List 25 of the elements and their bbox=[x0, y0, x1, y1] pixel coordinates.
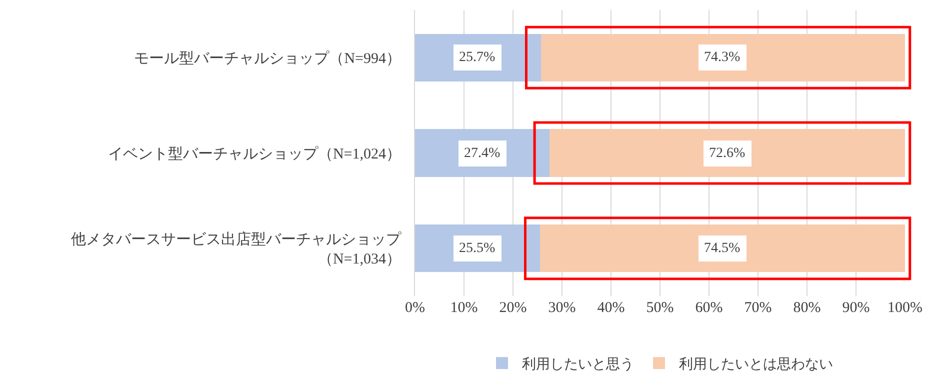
data-label: 25.7% bbox=[459, 50, 496, 65]
data-label: 74.5% bbox=[704, 241, 740, 256]
y-tick-label: モール型バーチャルショップ（N=994） bbox=[134, 50, 401, 67]
x-tick-label: 80% bbox=[793, 300, 821, 316]
legend-label: 利用したいと思う bbox=[522, 356, 634, 373]
x-tick-label: 50% bbox=[646, 300, 674, 316]
bar bbox=[549, 129, 905, 177]
legend-label: 利用したいとは思わない bbox=[679, 356, 833, 373]
x-tick-label: 0% bbox=[405, 300, 425, 316]
x-tick-label: 60% bbox=[695, 300, 723, 316]
bar bbox=[540, 34, 905, 82]
x-tick-label: 10% bbox=[450, 300, 478, 316]
y-tick-label: イベント型バーチャルショップ（N=1,024） bbox=[108, 145, 401, 162]
data-label: 72.6% bbox=[709, 146, 746, 161]
data-label: 74.3% bbox=[704, 50, 740, 65]
bar bbox=[540, 224, 905, 272]
x-tick-label: 30% bbox=[548, 300, 576, 316]
x-tick-label: 40% bbox=[597, 300, 625, 316]
x-tick-label: 70% bbox=[744, 300, 772, 316]
x-tick-label: 90% bbox=[842, 300, 870, 316]
y-tick-label: 他メタバースサービス出店型バーチャルショップ（N=1,034） bbox=[71, 230, 402, 268]
x-tick-label: 100% bbox=[888, 300, 922, 316]
data-label: 27.4% bbox=[464, 146, 500, 161]
data-label: 25.5% bbox=[459, 241, 496, 256]
x-tick-label: 20% bbox=[499, 300, 527, 316]
